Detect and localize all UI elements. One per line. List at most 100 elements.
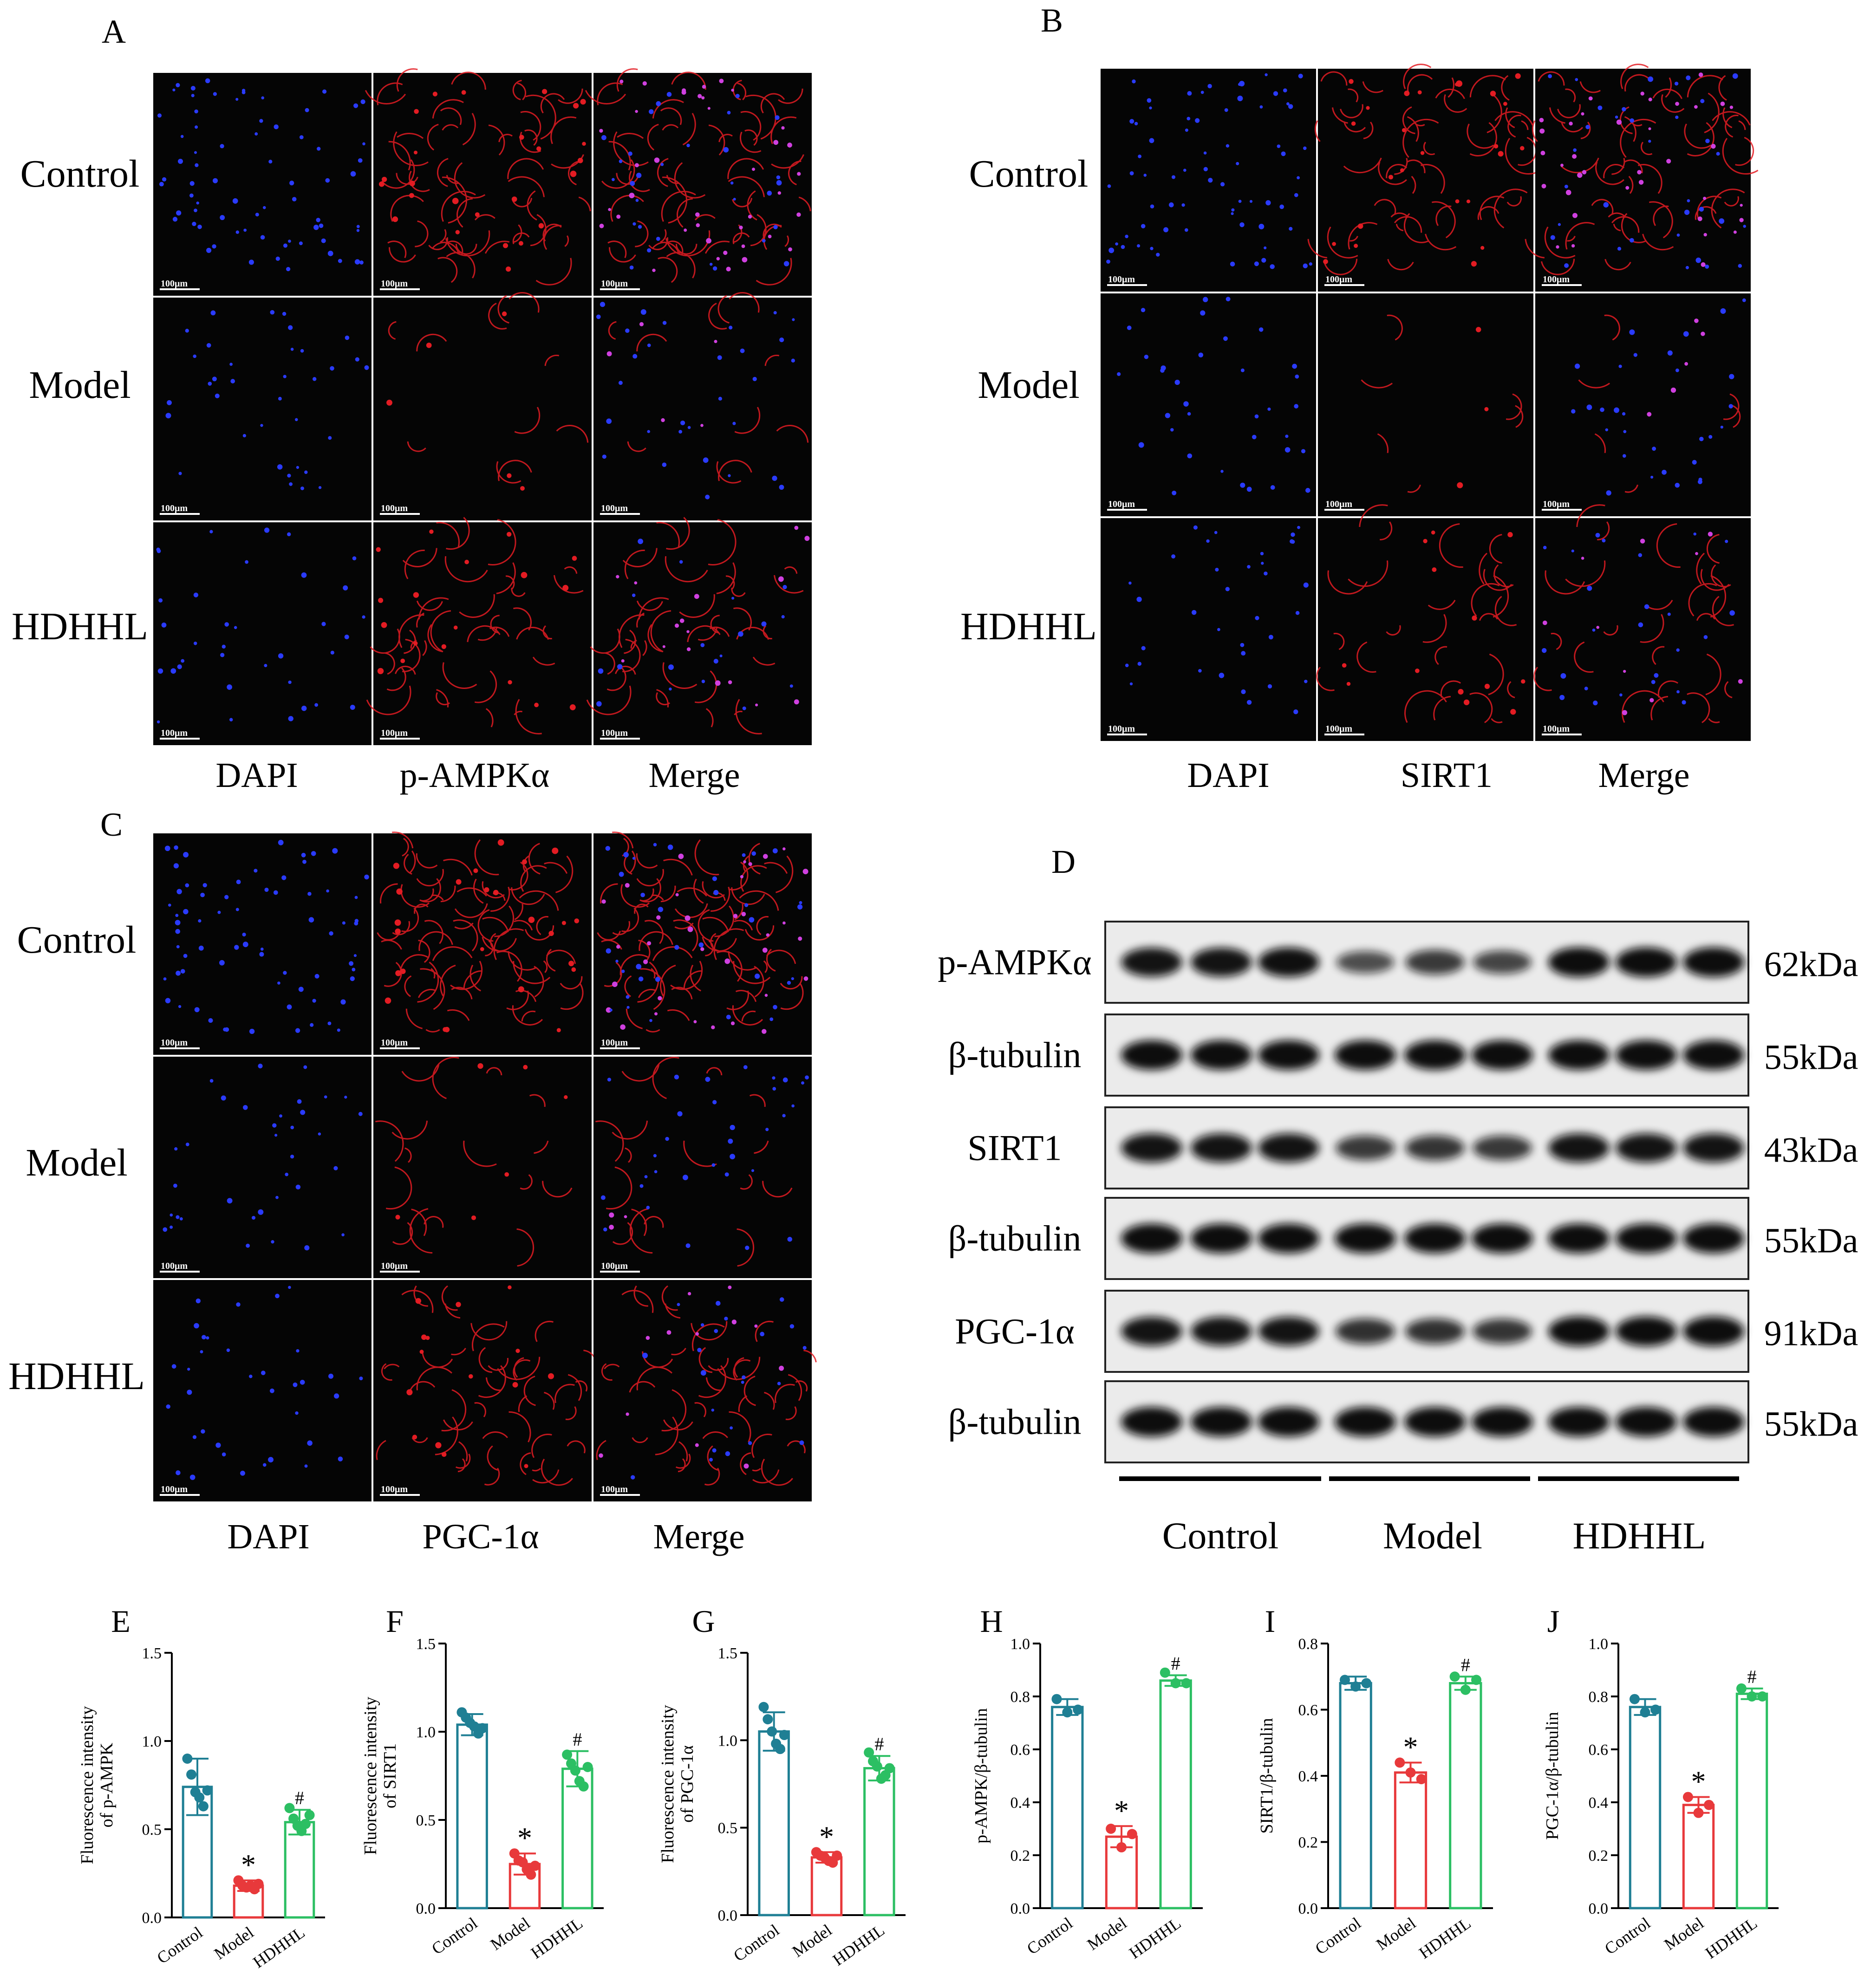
nucleus [608, 208, 611, 211]
nucleus [162, 177, 167, 182]
nucleus [700, 947, 704, 951]
micrograph-a-r1c0: 100μm [153, 298, 372, 520]
nucleus [185, 1143, 189, 1146]
stain-dot [1480, 246, 1485, 250]
nucleus [344, 634, 349, 639]
stain-dot [1431, 530, 1435, 535]
nucleus [782, 1077, 788, 1083]
nucleus [330, 366, 334, 371]
blot-band [1473, 1319, 1532, 1344]
nucleus [230, 379, 235, 383]
nucleus [731, 597, 735, 600]
data-point [570, 1765, 580, 1776]
nucleus [205, 78, 210, 84]
stain-dot [393, 863, 400, 869]
stain-dot [574, 918, 580, 923]
nucleus [1293, 709, 1298, 715]
y-axis-label: Fluorescence intensity [658, 1705, 678, 1863]
nucleus [292, 197, 297, 201]
nucleus [1708, 532, 1713, 537]
stain-dot [582, 142, 586, 146]
nucleus [1675, 368, 1679, 372]
nucleus [169, 1225, 173, 1229]
blot-band [1336, 951, 1395, 974]
stain-dot [453, 625, 458, 630]
nucleus [364, 874, 369, 880]
nucleus [1246, 700, 1252, 705]
nucleus [712, 876, 717, 881]
nucleus [1206, 539, 1210, 543]
nucleus [686, 647, 691, 651]
nucleus [176, 945, 180, 949]
nucleus [772, 475, 777, 481]
nucleus [1683, 331, 1689, 337]
stain-dot [561, 921, 566, 925]
stain-dot [507, 532, 512, 537]
row-label: Control [17, 918, 137, 962]
nucleus [1136, 597, 1142, 602]
nucleus [706, 238, 711, 244]
nucleus [789, 684, 793, 688]
stain-dot [518, 986, 524, 993]
nucleus [333, 1166, 338, 1170]
nucleus [195, 125, 198, 129]
nucleus [220, 653, 225, 657]
nucleus [741, 1380, 744, 1384]
nucleus [1254, 261, 1259, 266]
stain-dot [1510, 709, 1516, 715]
data-point [1339, 1675, 1350, 1685]
nucleus [1285, 435, 1289, 438]
protein-label: p-AMPKα [938, 942, 1091, 982]
y-tick-label: 0.5 [416, 1812, 436, 1829]
nucleus [1150, 247, 1154, 250]
nucleus [1172, 490, 1177, 495]
data-point [1350, 1681, 1361, 1692]
nucleus [295, 1411, 299, 1415]
data-point [198, 1801, 209, 1812]
nucleus [350, 976, 355, 981]
nucleus [730, 1154, 736, 1160]
nucleus [300, 1110, 306, 1115]
nucleus [730, 1426, 733, 1429]
nucleus [270, 310, 275, 315]
nucleus [198, 945, 204, 951]
nucleus [290, 1155, 294, 1159]
blot-band [1472, 1407, 1533, 1437]
nucleus [1581, 557, 1584, 560]
nucleus [791, 1104, 795, 1108]
nucleus [1732, 73, 1738, 79]
nucleus [290, 348, 294, 351]
nucleus [304, 1464, 308, 1468]
nucleus [1676, 648, 1680, 652]
membrane-stain [376, 1285, 597, 1486]
nucleus [299, 241, 303, 246]
nucleus [1268, 635, 1273, 640]
nucleus [175, 914, 179, 917]
nucleus [644, 1175, 648, 1179]
micrograph-c-r2c2: 100μm [593, 1280, 817, 1501]
nucleus [298, 987, 304, 992]
nucleus [801, 1081, 804, 1085]
nucleus [1640, 539, 1645, 544]
data-point [1106, 1824, 1116, 1834]
nucleus [168, 903, 171, 907]
nucleus [599, 223, 604, 228]
nucleus [1622, 454, 1626, 458]
nucleus [349, 961, 354, 966]
micrograph-background [1318, 293, 1533, 516]
stain-dot [1463, 699, 1470, 705]
nucleus [176, 1215, 180, 1219]
nucleus [269, 1388, 274, 1393]
nucleus [224, 895, 229, 899]
data-point [1181, 1678, 1192, 1689]
nucleus [288, 1286, 291, 1289]
nucleus [711, 1163, 716, 1167]
nucleus [1694, 318, 1699, 323]
micrograph-c-r2c1: 100μm [373, 1280, 597, 1501]
scale-bar-label: 100μm [601, 728, 628, 738]
nucleus [242, 942, 248, 948]
nucleus [330, 650, 334, 655]
nucleus [596, 314, 601, 319]
y-tick-label: 0.0 [1010, 1900, 1030, 1917]
data-point [1416, 1774, 1427, 1785]
